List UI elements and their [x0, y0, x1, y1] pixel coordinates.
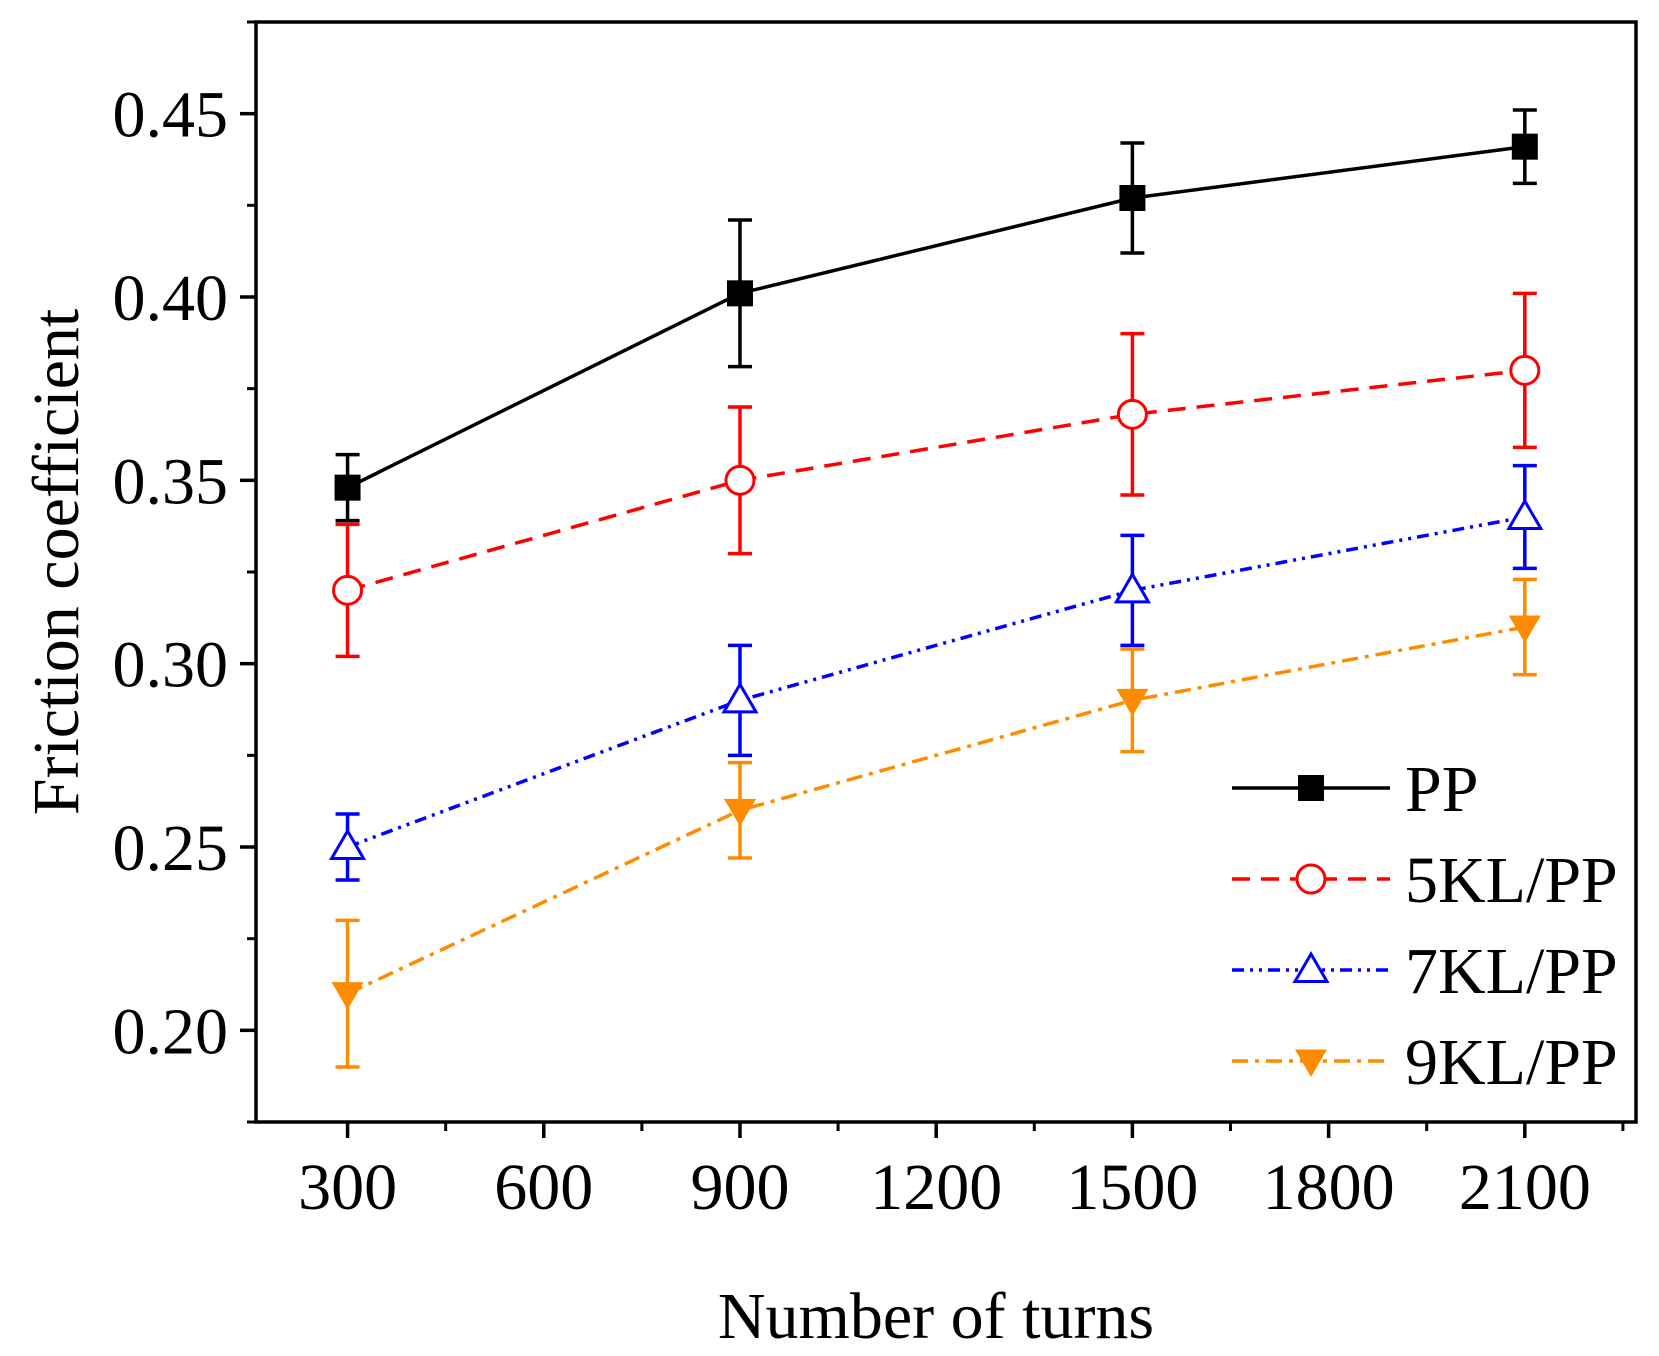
x-tick-label: 1200 — [870, 1151, 1002, 1224]
series-pp — [334, 108, 1538, 523]
y-axis-title: Friction coefficient — [20, 309, 93, 815]
data-point — [726, 280, 753, 307]
y-tick-label: 0.30 — [113, 629, 229, 702]
x-tick-label: 1800 — [1263, 1151, 1395, 1224]
legend-marker — [1298, 775, 1324, 801]
data-point — [723, 798, 756, 827]
y-tick-label: 0.25 — [113, 812, 229, 885]
series-5kl-pp — [332, 291, 1541, 659]
x-tick-label: 600 — [494, 1151, 593, 1224]
data-point — [1116, 688, 1149, 717]
legend-marker — [1295, 863, 1327, 895]
series-line — [346, 515, 1526, 849]
y-tick-label: 0.20 — [113, 995, 229, 1068]
series-line — [346, 144, 1526, 490]
data-point — [334, 474, 361, 501]
x-tick-label: 1500 — [1066, 1151, 1198, 1224]
data-point — [1509, 354, 1541, 386]
legend-label: PP — [1405, 753, 1478, 826]
x-axis-title: Number of turns — [718, 1280, 1154, 1353]
x-tick-label: 2100 — [1459, 1151, 1591, 1224]
y-tick-label: 0.35 — [113, 445, 229, 518]
legend-entry: PP — [1232, 753, 1478, 826]
legend-label: 7KL/PP — [1405, 935, 1618, 1008]
y-tick-label: 0.40 — [113, 262, 229, 335]
series-line — [347, 368, 1526, 593]
y-tick-label: 0.45 — [113, 79, 229, 152]
legend-entry: 5KL/PP — [1232, 844, 1618, 917]
legend-entry: 7KL/PP — [1232, 935, 1618, 1008]
x-tick-label: 900 — [690, 1151, 789, 1224]
data-point — [721, 681, 759, 714]
legend-marker — [1295, 1049, 1327, 1077]
data-point — [1116, 398, 1148, 430]
legend: PP 5KL/PP 7KL/PP 9KL/PP — [1232, 753, 1618, 1099]
axis-ticks: 0.20 0.25 0.30 0.35 0.40 0.45 300 600 900 1200 150… — [113, 20, 1625, 1224]
legend-label: 5KL/PP — [1405, 844, 1618, 917]
data-point — [331, 982, 364, 1010]
legend-label: 9KL/PP — [1405, 1026, 1618, 1099]
x-tick-label: 300 — [298, 1151, 397, 1224]
data-point — [1113, 571, 1152, 604]
legend-entry: 9KL/PP — [1232, 1026, 1618, 1099]
series-group — [328, 108, 1544, 1069]
series-7kl-pp — [328, 463, 1544, 882]
data-point — [1119, 185, 1146, 211]
series-9kl-pp — [331, 577, 1541, 1069]
data-point — [1508, 615, 1541, 643]
data-point — [1511, 133, 1538, 160]
data-point — [328, 828, 367, 861]
data-point — [332, 574, 364, 606]
data-point — [1506, 498, 1544, 531]
data-point — [724, 464, 756, 496]
legend-marker — [1292, 951, 1330, 984]
series-line — [346, 625, 1526, 996]
